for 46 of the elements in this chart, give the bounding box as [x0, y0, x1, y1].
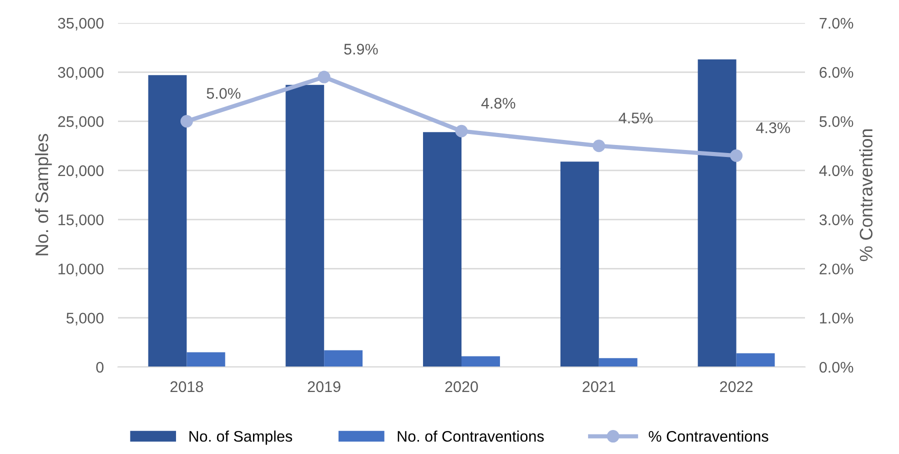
point [592, 140, 606, 152]
x-tick-label: 2019 [308, 381, 340, 392]
y-tick-label: 15,000 [58, 214, 104, 228]
x-tick-label: 2021 [582, 381, 616, 392]
legend-label: No. of Contraventions [398, 430, 544, 442]
bar [186, 352, 226, 367]
y2-tick-label: 6.0% [820, 67, 854, 78]
legend-label: No. of Samples [190, 430, 292, 445]
y-tick-label: 5,000 [66, 312, 104, 326]
data-label: 4.5% [618, 112, 653, 124]
bar [148, 75, 187, 367]
bar [423, 132, 462, 367]
bar [736, 353, 775, 367]
bar [286, 84, 324, 367]
data-label: 5.0% [206, 88, 240, 99]
bar [462, 356, 500, 367]
y-tick-label: 20,000 [58, 165, 104, 178]
y-tick-label: 10,000 [58, 264, 104, 276]
y-tick-label: 0 [96, 362, 104, 373]
bar [560, 162, 599, 367]
bar [324, 350, 363, 367]
legend-label: % Contraventions [648, 430, 768, 442]
point [318, 70, 330, 84]
y2-tick-label: 3.0% [819, 214, 854, 226]
y2-tick-label: 5.0% [820, 116, 854, 127]
y-tick-label: 30,000 [58, 67, 104, 80]
data-label: 4.8% [481, 98, 516, 109]
y2-tick-label: 4.0% [819, 165, 854, 176]
y2-tick-label: 2.0% [820, 264, 854, 274]
y2-axis-title: % Contravention [859, 129, 873, 262]
x-tick-label: 2022 [720, 381, 753, 392]
bar [598, 358, 638, 367]
point [180, 115, 193, 128]
y2-tick-label: 0.0% [819, 362, 854, 373]
y-axis-title: No. of Samples [35, 134, 52, 256]
x-tick-label: 2018 [170, 381, 204, 392]
x-tick-label: 2020 [445, 381, 478, 392]
data-label: 5.9% [344, 44, 378, 55]
y2-tick-label: 7.0% [820, 18, 854, 29]
point [455, 124, 468, 138]
y-tick-label: 25,000 [58, 116, 104, 129]
y-tick-label: 35,000 [58, 18, 104, 30]
point [730, 149, 743, 162]
y2-tick-label: 1.0% [820, 312, 854, 324]
bar [698, 59, 736, 367]
data-label: 4.3% [756, 122, 790, 134]
